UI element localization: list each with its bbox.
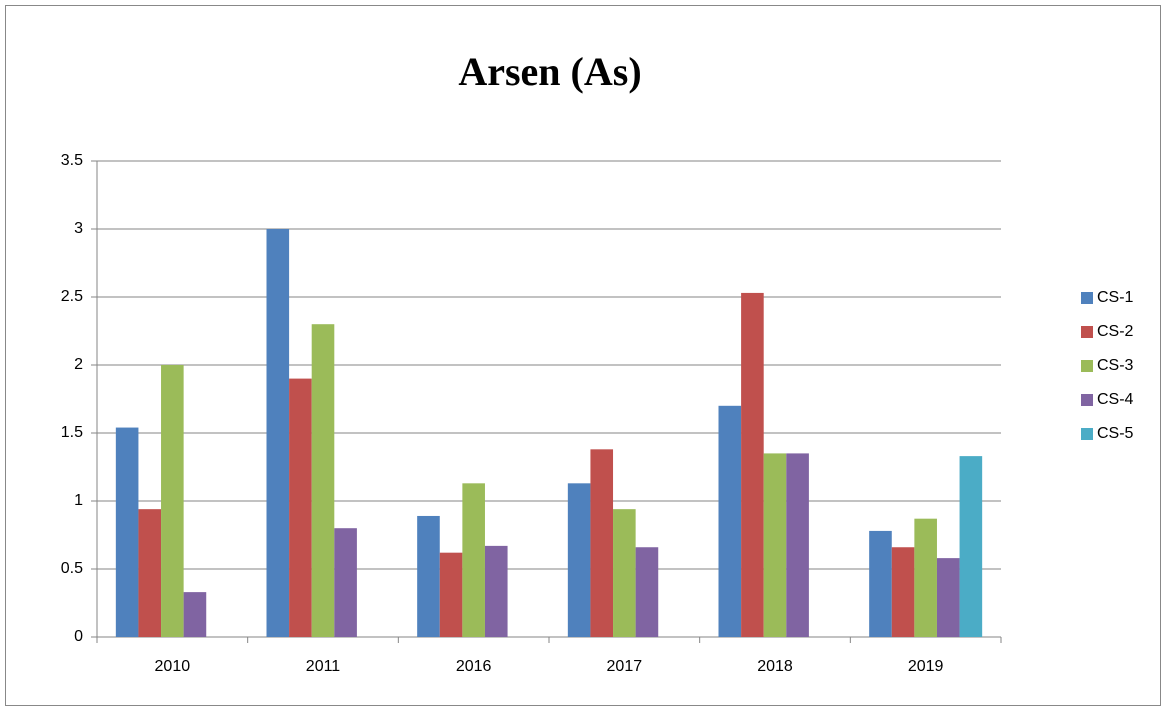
y-tick-label: 3	[74, 220, 83, 237]
x-tick-label: 2018	[757, 658, 793, 675]
bar	[763, 453, 787, 637]
bar	[183, 592, 207, 637]
bar	[115, 427, 139, 637]
bar	[590, 449, 614, 637]
legend-swatch	[1081, 360, 1093, 372]
bar	[266, 229, 290, 637]
legend-label: CS-2	[1097, 323, 1134, 340]
y-tick-label: 2.5	[61, 288, 83, 305]
y-tick-label: 1	[74, 492, 83, 509]
legend-swatch	[1081, 428, 1093, 440]
legend-label: CS-3	[1097, 357, 1134, 374]
bar	[635, 547, 659, 637]
y-tick-label: 3.5	[61, 152, 83, 169]
bar	[718, 405, 742, 637]
bar	[959, 456, 983, 637]
bar	[786, 453, 809, 637]
bar	[138, 509, 162, 637]
bar	[161, 365, 184, 637]
legend-label: CS-5	[1097, 425, 1134, 442]
bar	[462, 483, 485, 637]
legend-swatch	[1081, 394, 1093, 406]
x-tick-label: 2016	[456, 658, 492, 675]
bar	[891, 547, 915, 637]
bar	[936, 558, 960, 637]
bar	[869, 530, 892, 637]
y-tick-label: 1.5	[61, 424, 83, 441]
legend-label: CS-4	[1097, 391, 1134, 408]
x-tick-label: 2017	[607, 658, 643, 675]
legend-swatch	[1081, 292, 1093, 304]
bar	[311, 324, 335, 637]
y-tick-label: 0.5	[61, 560, 83, 577]
y-tick-label: 0	[74, 628, 83, 645]
x-tick-label: 2011	[306, 658, 341, 675]
bar	[613, 509, 636, 637]
bar	[289, 378, 312, 637]
bar	[439, 552, 463, 637]
bar	[334, 528, 357, 637]
bar	[417, 515, 440, 637]
y-tick-label: 2	[74, 356, 83, 373]
x-tick-label: 2010	[155, 658, 191, 675]
legend-label: CS-1	[1097, 289, 1134, 306]
bar	[914, 518, 937, 637]
x-tick-label: 2019	[908, 658, 944, 675]
bar	[741, 292, 764, 637]
bar	[567, 483, 591, 637]
bar	[484, 545, 508, 637]
chart-title: Arsen (As)	[458, 49, 641, 94]
legend-swatch	[1081, 326, 1093, 338]
